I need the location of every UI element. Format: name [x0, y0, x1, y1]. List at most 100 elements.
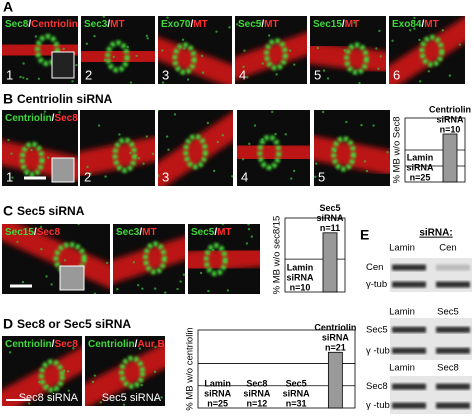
speckle: [413, 16, 416, 20]
label: γ -tub: [366, 345, 390, 356]
micrograph-content: [113, 230, 185, 294]
speckle: [66, 370, 70, 373]
label: 1: [6, 67, 13, 82]
speckle: [353, 21, 356, 24]
micrograph: [188, 224, 260, 294]
speckle: [129, 81, 133, 84]
label: n=10: [440, 124, 461, 134]
speckle: [11, 176, 14, 179]
speckle: [117, 230, 120, 234]
speckle: [290, 177, 293, 180]
label-part: MT: [264, 19, 278, 30]
label: Sec8 or Sec5 siRNA: [17, 317, 131, 331]
y-axis-label: % MB w/o sec8/15: [272, 216, 283, 295]
speckle: [28, 402, 31, 405]
speckle: [97, 124, 101, 127]
speckle: [293, 63, 296, 66]
label: B: [3, 91, 13, 107]
speckle: [236, 23, 239, 26]
speckle: [62, 47, 65, 50]
image-label: Sec5/MT: [191, 227, 232, 238]
speckle: [458, 43, 462, 46]
micrograph-content: [80, 124, 155, 178]
label: γ -tub: [366, 400, 390, 411]
speckle: [38, 380, 41, 384]
band: [436, 402, 470, 409]
ring: [331, 136, 356, 172]
speckle: [39, 225, 43, 229]
band: [392, 383, 426, 390]
label: 2: [84, 169, 91, 184]
speckle: [448, 74, 452, 77]
speckle: [102, 16, 106, 18]
speckle: [7, 138, 10, 142]
speckle: [360, 123, 363, 127]
label: n=25: [410, 172, 431, 182]
speckle: [314, 175, 317, 178]
label-part: Sec15: [313, 19, 342, 30]
micrograph-content: [85, 343, 165, 406]
image-label: Centriolin/Sec8: [5, 113, 78, 124]
speckle: [135, 54, 138, 58]
speckle: [8, 351, 12, 354]
speckle: [274, 132, 277, 136]
ring: [183, 133, 208, 170]
image-label: Sec5/MT: [238, 19, 279, 30]
image-label: Sec15/Sec8: [5, 227, 60, 238]
speckle: [199, 271, 203, 275]
label: Sec5: [319, 203, 340, 213]
speckle: [179, 280, 182, 283]
speckle: [58, 111, 61, 114]
bar: [327, 351, 343, 409]
label-part: /: [139, 227, 142, 238]
label: Sec8: [437, 363, 459, 374]
speckle: [267, 34, 271, 37]
speckle: [343, 49, 346, 52]
label-part: /: [135, 339, 138, 350]
speckle: [158, 174, 160, 178]
speckle: [47, 397, 51, 400]
speckle: [160, 396, 163, 399]
label-part: /: [261, 19, 264, 30]
speckle: [154, 398, 157, 402]
microtubule: [235, 32, 307, 80]
micrograph: [237, 110, 310, 186]
speckle: [391, 39, 394, 43]
speckle: [142, 162, 145, 165]
label-part: MT: [345, 19, 359, 30]
inset: [59, 265, 85, 291]
speckle: [91, 380, 95, 384]
microtubule: [81, 43, 155, 70]
speckle: [186, 78, 190, 81]
band: [392, 281, 426, 288]
label-part: Centriolin: [31, 19, 78, 30]
label-part: Exo70: [161, 19, 191, 30]
microtubule: [314, 135, 390, 176]
band: [436, 347, 470, 354]
label: n=21: [325, 343, 346, 353]
label: siRNA: [322, 333, 350, 343]
label-part: Sec8: [37, 227, 61, 238]
ring: [119, 355, 145, 389]
microtubule: [2, 37, 78, 64]
speckle: [221, 224, 225, 226]
micrograph-content: [237, 110, 310, 180]
micrograph: [113, 224, 185, 294]
micrograph: [235, 16, 307, 84]
label: 3: [162, 67, 169, 82]
speckle: [418, 38, 421, 42]
bar: [442, 133, 458, 183]
speckle: [201, 71, 205, 74]
label: 4: [241, 169, 248, 184]
speckle: [93, 374, 97, 377]
label-part: /: [28, 19, 31, 30]
micrograph: [2, 336, 82, 406]
image-label: Sec8/Centriolin: [5, 19, 78, 30]
label: 3: [162, 169, 169, 184]
label-part: /: [421, 19, 424, 30]
speckle: [137, 284, 140, 287]
band: [392, 402, 426, 409]
speckle: [21, 280, 25, 284]
label: Lamin: [389, 243, 415, 254]
